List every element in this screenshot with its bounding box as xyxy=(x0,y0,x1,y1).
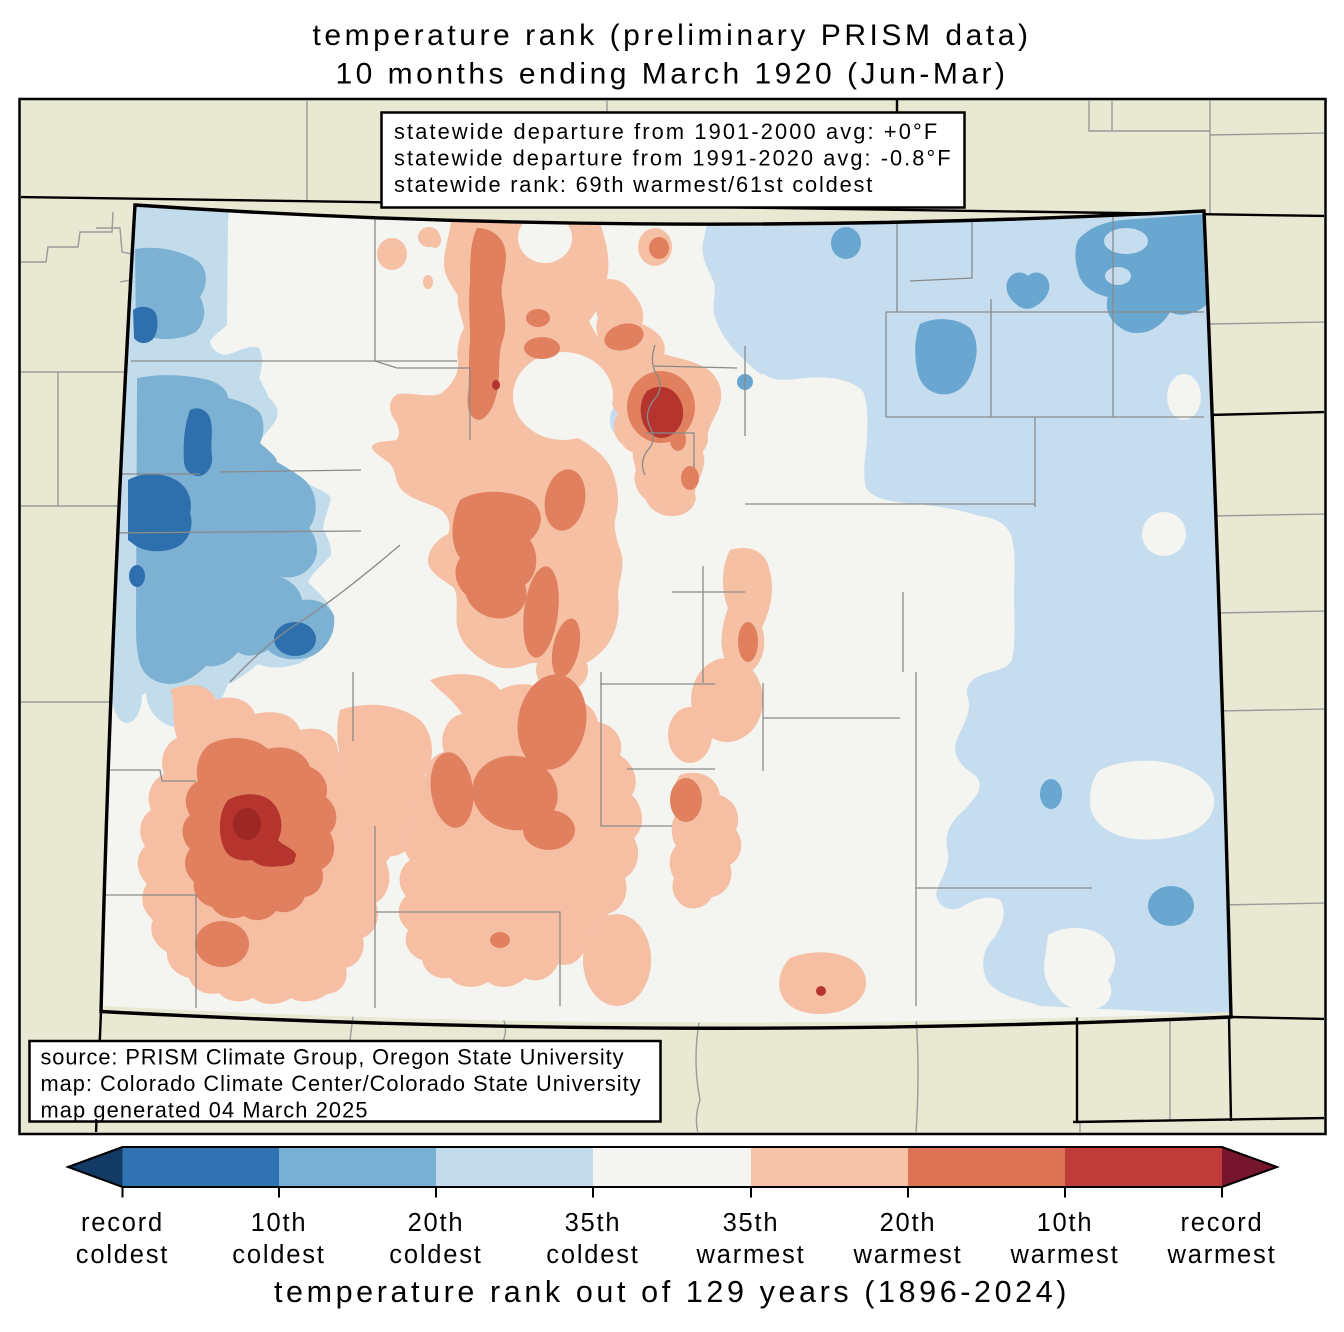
svg-text:coldest: coldest xyxy=(389,1241,482,1269)
svg-text:temperature rank (preliminary: temperature rank (preliminary PRISM data… xyxy=(312,19,1031,52)
svg-text:source: PRISM Climate Group, O: source: PRISM Climate Group, Oregon Stat… xyxy=(41,1045,625,1070)
svg-text:map generated 04 March 2025: map generated 04 March 2025 xyxy=(41,1098,369,1123)
svg-text:warmest: warmest xyxy=(696,1241,806,1269)
svg-text:coldest: coldest xyxy=(76,1241,169,1269)
svg-text:10 months ending March 1920 (J: 10 months ending March 1920 (Jun-Mar) xyxy=(335,58,1008,91)
svg-text:35th: 35th xyxy=(565,1209,622,1237)
svg-text:10th: 10th xyxy=(251,1209,308,1237)
svg-text:record: record xyxy=(81,1209,164,1237)
svg-text:20th: 20th xyxy=(408,1209,465,1237)
svg-text:warmest: warmest xyxy=(853,1241,963,1269)
svg-text:35th: 35th xyxy=(723,1209,780,1237)
svg-text:statewide departure from 1901-: statewide departure from 1901-2000 avg: … xyxy=(394,119,939,144)
svg-text:coldest: coldest xyxy=(232,1241,325,1269)
svg-text:map: Colorado Climate Center/C: map: Colorado Climate Center/Colorado St… xyxy=(41,1071,642,1096)
svg-text:warmest: warmest xyxy=(1010,1241,1120,1269)
svg-text:statewide departure from 1991-: statewide departure from 1991-2020 avg: … xyxy=(394,146,953,171)
svg-text:record: record xyxy=(1180,1209,1263,1237)
svg-text:temperature rank out of 129 ye: temperature rank out of 129 years (1896-… xyxy=(274,1275,1070,1309)
svg-text:warmest: warmest xyxy=(1167,1241,1277,1269)
svg-text:statewide rank: 69th warmest/6: statewide rank: 69th warmest/61st coldes… xyxy=(394,172,874,197)
svg-text:coldest: coldest xyxy=(546,1241,639,1269)
svg-text:20th: 20th xyxy=(880,1209,937,1237)
svg-text:10th: 10th xyxy=(1037,1209,1094,1237)
